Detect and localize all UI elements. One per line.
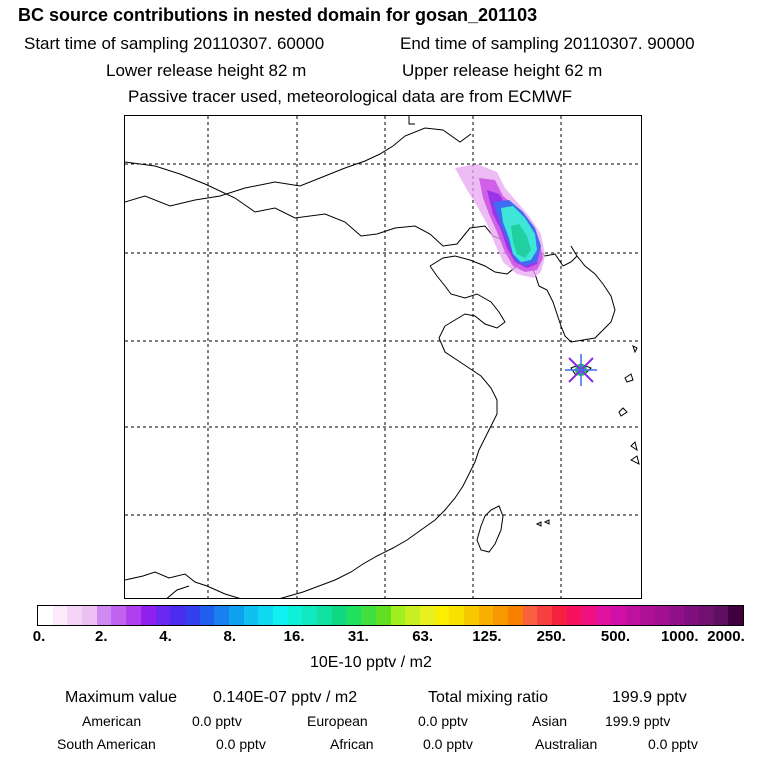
- colorbar-segment: [493, 606, 508, 625]
- asian-label: Asian: [532, 713, 568, 729]
- american-label: American: [82, 713, 142, 729]
- colorbar-tick-label: 63.: [412, 628, 434, 645]
- colorbar-segment: [273, 606, 288, 625]
- colorbar-segment: [596, 606, 611, 625]
- colorbar-tick-label: 31.: [347, 628, 369, 645]
- colorbar-tick-label: 8.: [223, 628, 237, 645]
- colorbar-tick-label: 125.: [472, 628, 502, 645]
- colorbar-segment: [170, 606, 185, 625]
- american-value: 0.0 pptv: [192, 713, 242, 729]
- colorbar-segment: [728, 606, 743, 625]
- colorbar-segment: [361, 606, 376, 625]
- colorbar-segment: [508, 606, 523, 625]
- colorbar-segment: [654, 606, 670, 625]
- colorbar-segment: [82, 606, 97, 625]
- map-canvas: [125, 116, 641, 598]
- max-value: 0.140E-07 pptv / m2: [213, 689, 358, 706]
- end-time: End time of sampling 20110307. 90000: [400, 34, 695, 53]
- colorbar-tick-label: 2.: [95, 628, 108, 645]
- european-value: 0.0 pptv: [418, 713, 468, 729]
- colorbar-segment: [243, 606, 259, 625]
- colorbar-segment: [537, 606, 553, 625]
- colorbar: [37, 605, 744, 626]
- colorbar-segment: [258, 606, 273, 625]
- colorbar-segment: [522, 606, 538, 625]
- map-panel: [124, 115, 642, 599]
- total-mixing-label: Total mixing ratio: [428, 689, 549, 706]
- colorbar-segment: [610, 606, 626, 625]
- colorbar-tick-label: 1000.: [660, 628, 699, 645]
- colorbar-segment: [449, 606, 464, 625]
- australian-value: 0.0 pptv: [648, 736, 698, 752]
- colorbar-segment: [38, 606, 53, 625]
- colorbar-tick-label: 0.: [32, 628, 46, 645]
- colorbar-segment: [390, 606, 406, 625]
- colorbar-segment: [581, 606, 597, 625]
- plume-core: [511, 224, 531, 258]
- start-time: Start time of sampling 20110307. 60000: [24, 34, 325, 53]
- colorbar-segment: [478, 606, 494, 625]
- colorbar-segment: [140, 606, 156, 625]
- european-label: European: [307, 713, 368, 729]
- asian-value: 199.9 pptv: [605, 713, 671, 729]
- colorbar-tick-label: 16.: [283, 628, 305, 645]
- colorbar-segment: [331, 606, 347, 625]
- colorbar-segment: [214, 606, 229, 625]
- colorbar-segment: [713, 606, 729, 625]
- colorbar-segment: [52, 606, 68, 625]
- colorbar-segment: [228, 606, 244, 625]
- colorbar-tick-label: 2000.: [707, 628, 745, 645]
- colorbar-segment: [96, 606, 112, 625]
- receptor-marker: [565, 354, 597, 386]
- colorbar-tick-label: 500.: [600, 628, 631, 645]
- australian-label: Australian: [535, 736, 598, 752]
- colorbar-segment: [625, 606, 641, 625]
- colorbar-segment: [419, 606, 435, 625]
- colorbar-segment: [199, 606, 215, 625]
- colorbar-segment: [684, 606, 699, 625]
- total-mixing-value: 199.9 pptv: [612, 689, 687, 706]
- lower-release-height: Lower release height 82 m: [106, 61, 307, 80]
- south-american-value: 0.0 pptv: [216, 736, 266, 752]
- grid-lines: [125, 116, 641, 598]
- colorbar-segment: [566, 606, 582, 625]
- colorbar-segment: [552, 606, 567, 625]
- upper-release-height: Upper release height 62 m: [402, 61, 603, 80]
- colorbar-segment: [184, 606, 200, 625]
- colorbar-segment: [287, 606, 303, 625]
- colorbar-tick-label: 4.: [159, 628, 172, 645]
- colorbar-segment: [405, 606, 420, 625]
- max-value-label: Maximum value: [65, 689, 178, 706]
- african-value: 0.0 pptv: [423, 736, 473, 752]
- colorbar-segment: [126, 606, 141, 625]
- colorbar-segment: [640, 606, 655, 625]
- colorbar-units: 10E-10 pptv / m2: [310, 654, 432, 671]
- colorbar-segment: [302, 606, 318, 625]
- colorbar-segment: [111, 606, 127, 625]
- coastlines: [125, 116, 640, 598]
- colorbar-segment: [375, 606, 391, 625]
- tracer-info: Passive tracer used, meteorological data…: [128, 87, 573, 106]
- colorbar-segment: [67, 606, 83, 625]
- colorbar-tick-label: 250.: [536, 628, 566, 645]
- south-american-label: South American: [57, 736, 156, 752]
- colorbar-segment: [463, 606, 479, 625]
- colorbar-segment: [317, 606, 332, 625]
- african-label: African: [330, 736, 374, 752]
- colorbar-segment: [434, 606, 450, 625]
- plot-title: BC source contributions in nested domain…: [18, 5, 538, 25]
- colorbar-segment: [346, 606, 362, 625]
- colorbar-segment: [669, 606, 685, 625]
- tracer-plume: [455, 164, 597, 386]
- colorbar-segment: [155, 606, 171, 625]
- colorbar-segment: [698, 606, 714, 625]
